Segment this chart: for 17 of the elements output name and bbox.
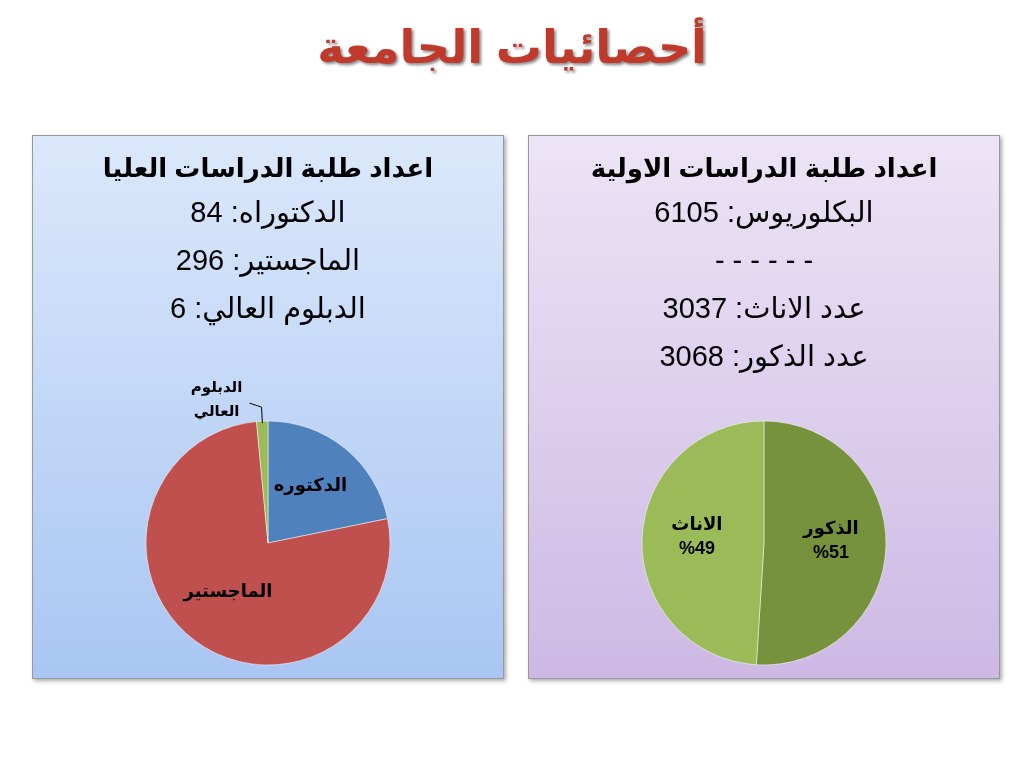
slice-label: الماجستير bbox=[182, 580, 273, 602]
data-label: %51 bbox=[813, 542, 850, 563]
slice-label: الدكتوره bbox=[273, 475, 348, 497]
text: - - - - - - bbox=[713, 243, 815, 278]
text: عدد الاناث: 3037 bbox=[661, 291, 867, 326]
text: الماجستير: 296 bbox=[174, 243, 362, 279]
slice-label: الدبلوم العالي bbox=[190, 378, 243, 421]
chart-title: اعداد طلبة الدراسات العليا bbox=[101, 152, 435, 185]
text: عدد الذكور: 3068 bbox=[658, 339, 870, 375]
text: الدبلوم العالي: 6 bbox=[169, 291, 367, 328]
slice-label: الاناث bbox=[671, 513, 723, 534]
text: الدكتوراه: 84 bbox=[189, 195, 347, 231]
text: البكلوريوس: 6105 bbox=[653, 195, 875, 231]
slice-label: الذكور bbox=[802, 518, 859, 540]
pie-slice bbox=[145, 421, 391, 666]
data-label: %49 bbox=[678, 537, 715, 558]
chart-title: اعداد طلبة الدراسات الاولية bbox=[589, 152, 939, 186]
